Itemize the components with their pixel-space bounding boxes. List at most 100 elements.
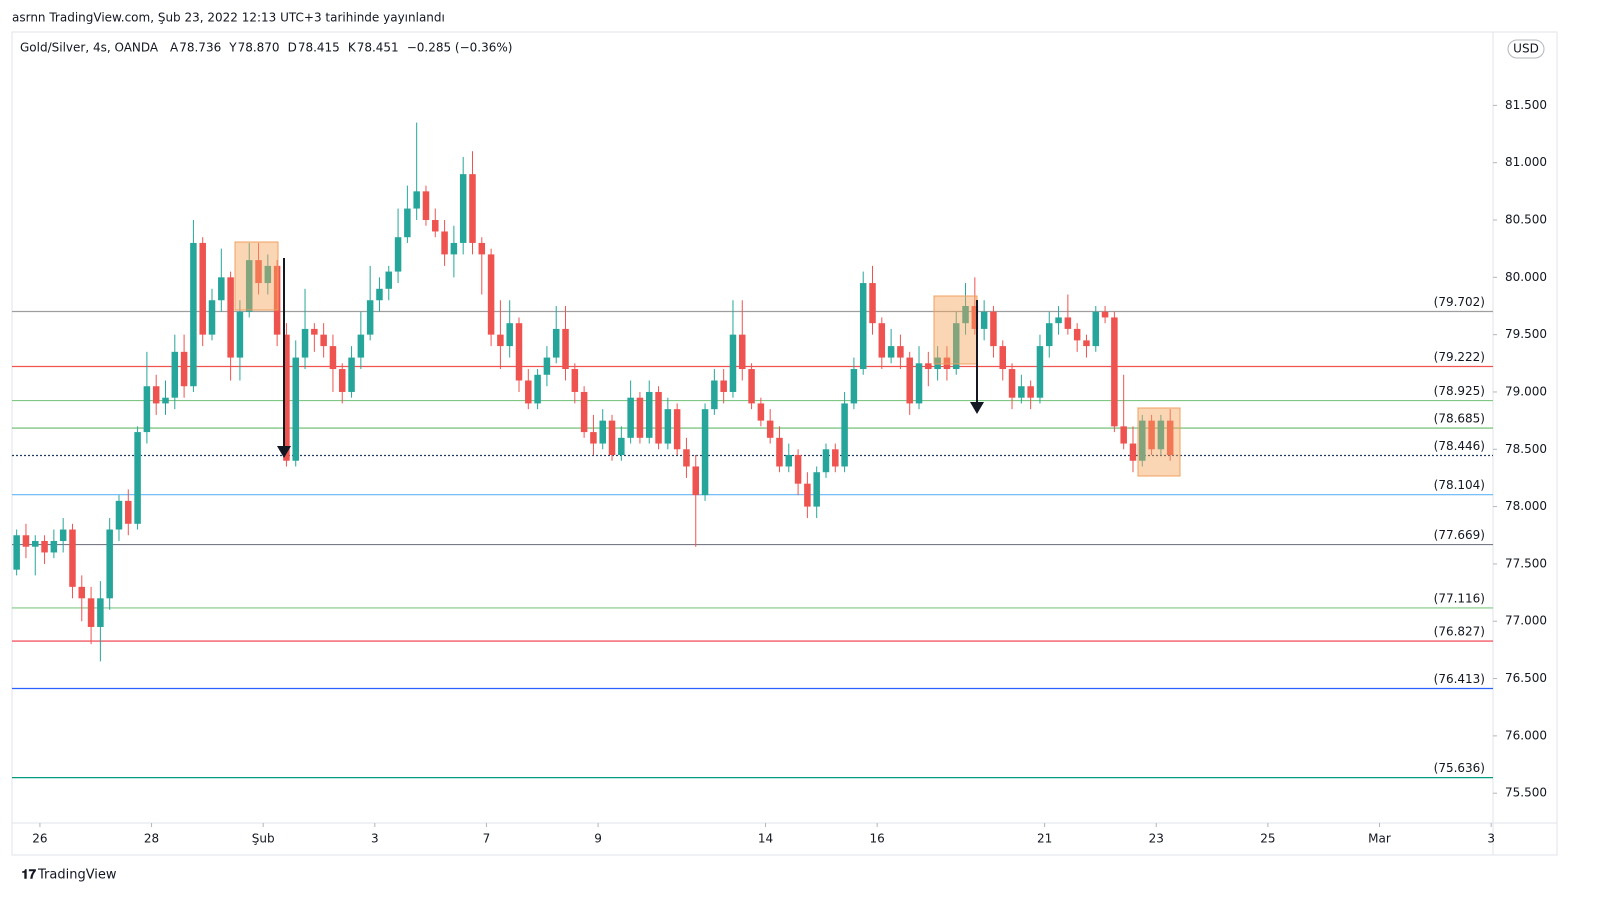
candle-body (552, 328, 560, 358)
candle-body (69, 529, 76, 587)
candle-body (469, 174, 476, 243)
candle-body (1101, 311, 1109, 318)
candle-body (1166, 420, 1174, 456)
candle-body (515, 323, 523, 381)
candle-body (841, 403, 848, 467)
candle-body (366, 300, 374, 335)
candle-body (720, 380, 727, 392)
x-tick-label: 7 (483, 832, 491, 846)
candle-body (413, 191, 420, 209)
candle-body (729, 334, 737, 392)
candle-body (971, 305, 979, 329)
candle-body (478, 242, 486, 255)
candle-body (878, 323, 886, 358)
x-tick-label: 25 (1260, 832, 1275, 846)
candle-body (59, 529, 67, 541)
level-label: (78.104) (1434, 478, 1485, 492)
candle-body (915, 363, 923, 404)
candle-body (1046, 323, 1053, 347)
level-label: (79.222) (1434, 350, 1485, 364)
candle-body (897, 346, 904, 358)
candle-body (766, 420, 774, 438)
candle-body (218, 277, 225, 301)
y-tick-label: 77.000 (1505, 614, 1547, 628)
candle-body (125, 500, 132, 524)
candle-body (804, 483, 811, 507)
candle-body (357, 334, 365, 358)
candle-body (534, 374, 541, 404)
candle-body (813, 472, 820, 507)
ohlc-key: K (348, 41, 357, 55)
symbol: Gold/Silver, 4s, OANDA (20, 41, 159, 55)
x-tick-label: 3 (1487, 832, 1495, 846)
candle-body (506, 323, 513, 347)
candle-body (887, 346, 895, 358)
candle-body (208, 300, 216, 335)
x-tick-label: 26 (32, 832, 47, 846)
candle-body (739, 334, 746, 370)
ohlc-key: D (288, 41, 297, 55)
currency: USD (1513, 42, 1539, 56)
level-label: (79.702) (1434, 295, 1485, 309)
candle-body (301, 328, 309, 358)
candle-body (1018, 386, 1025, 398)
candle-body (459, 174, 467, 243)
candle-body (227, 277, 234, 358)
frame (11, 31, 1558, 856)
candle-body (422, 191, 430, 221)
highlight-box (933, 295, 978, 365)
candle-body (1120, 426, 1127, 444)
candle-body (580, 391, 588, 433)
candle-body (87, 598, 95, 627)
logo-mark: 𝟏𝟕 (22, 868, 37, 883)
ohlc-value: 78.451 (357, 41, 399, 55)
candle-body (497, 334, 504, 347)
candle-body (292, 357, 299, 461)
x-tick-label: 23 (1149, 832, 1164, 846)
candle-body (999, 346, 1007, 370)
candle-body (990, 311, 997, 347)
candle-body (525, 380, 532, 404)
candle-body (162, 397, 169, 404)
x-tick-label: 21 (1037, 832, 1052, 846)
currency-badge (1507, 39, 1545, 59)
candle-body (1092, 311, 1100, 347)
candle-body (683, 449, 690, 467)
candle-body (1073, 328, 1081, 341)
ohlc-value: 78.415 (298, 41, 340, 55)
candle-body (1036, 346, 1044, 398)
level-label: (78.925) (1434, 384, 1485, 398)
candle-body (1157, 420, 1165, 450)
candle-body (664, 409, 672, 444)
x-tick-label: 28 (144, 832, 159, 846)
x-tick-label: 9 (594, 832, 602, 846)
candle-body (599, 420, 606, 444)
ohlc-key: Y (228, 41, 237, 55)
candle-body (78, 586, 86, 599)
candle-body (571, 369, 579, 392)
level-label: (75.636) (1434, 761, 1485, 775)
candle-body (655, 391, 662, 444)
y-tick-label: 81.000 (1505, 155, 1547, 169)
candle-body (432, 220, 439, 232)
candle-body (348, 357, 355, 392)
candle-body (1139, 420, 1146, 461)
y-tick-label: 77.500 (1505, 556, 1547, 570)
ohlc-key: A (170, 41, 179, 55)
candle-body (748, 369, 755, 404)
candle-body (869, 283, 876, 324)
candle-body (636, 397, 644, 438)
ohlc-value: 78.736 (179, 41, 221, 55)
candle-body (199, 242, 206, 335)
candle-body (106, 529, 113, 599)
candle-body (190, 242, 197, 387)
candle-body (906, 357, 913, 404)
y-tick-label: 79.000 (1505, 384, 1547, 398)
candle-body (943, 357, 951, 370)
y-tick-label: 81.500 (1505, 98, 1547, 112)
level-label: (78.446) (1434, 439, 1485, 453)
header: asrnn TradingView.com, Şub 23, 2022 12:1… (12, 11, 445, 25)
candle-body (832, 449, 839, 467)
candle-body (1148, 420, 1155, 450)
y-tick-label: 79.500 (1505, 327, 1547, 341)
